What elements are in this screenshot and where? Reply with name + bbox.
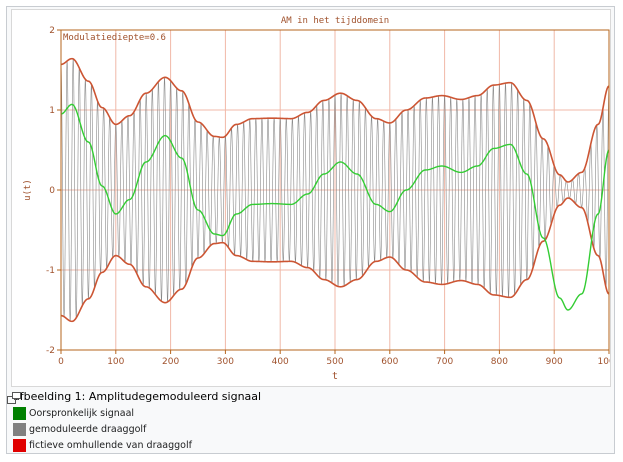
x-tick-label: 1000	[598, 357, 610, 367]
y-tick-label: -2	[46, 346, 55, 356]
y-axis-label: u(t)	[23, 179, 33, 201]
legend-swatch-red	[13, 438, 26, 452]
x-axis-label: t	[332, 371, 338, 382]
figure-thumbnail: 0 100 200 300 400 500 600 700 800 900 1000 -2 -1 0 1 2 A…	[6, 6, 615, 454]
am-chart: 0 100 200 300 400 500 600 700 800 900 1000 -2 -1 0 1 2 A…	[23, 16, 610, 382]
figure-caption: afbeelding 1: Amplitudegemoduleerd signa…	[13, 390, 262, 403]
y-tick-label: -1	[46, 266, 55, 276]
legend-swatch-grey	[13, 422, 26, 436]
chart-frame[interactable]: 0 100 200 300 400 500 600 700 800 900 1000 -2 -1 0 1 2 A…	[11, 9, 611, 387]
legend-item: Oorspronkelijk signaal	[13, 405, 192, 421]
series-upper-envelope-line	[60, 57, 610, 183]
x-tick-label: 300	[217, 357, 234, 367]
y-tick-label: 0	[49, 186, 55, 196]
x-tick-label: 0	[58, 357, 64, 367]
enlarge-icon[interactable]	[7, 392, 21, 404]
x-tick-label: 800	[491, 357, 508, 367]
legend-item: gemoduleerde draaggolf	[13, 421, 192, 437]
legend-label: Oorspronkelijk signaal	[29, 407, 135, 419]
legend-swatch-green	[13, 406, 26, 420]
x-tick-label: 600	[381, 357, 398, 367]
series-lower-envelope-line	[60, 197, 610, 323]
chart-title: AM in het tijddomein	[281, 16, 389, 26]
x-tick-label: 200	[162, 357, 179, 367]
x-tick-label: 500	[326, 357, 343, 367]
x-tick-label: 100	[107, 357, 124, 367]
x-tick-label: 700	[436, 357, 453, 367]
series-original-signal-line	[60, 103, 610, 311]
x-tick-label: 400	[272, 357, 289, 367]
legend-label: fictieve omhullende van draaggolf	[29, 439, 192, 451]
y-tick-label: 1	[49, 106, 55, 116]
legend-item: fictieve omhullende van draaggolf	[13, 437, 192, 453]
y-tick-label: 2	[49, 26, 55, 36]
chart-annotation: Modulatiediepte=0.6	[63, 33, 166, 43]
x-tick-label: 900	[546, 357, 563, 367]
legend-label: gemoduleerde draaggolf	[29, 423, 147, 435]
legend: Oorspronkelijk signaal gemoduleerde draa…	[13, 405, 192, 453]
